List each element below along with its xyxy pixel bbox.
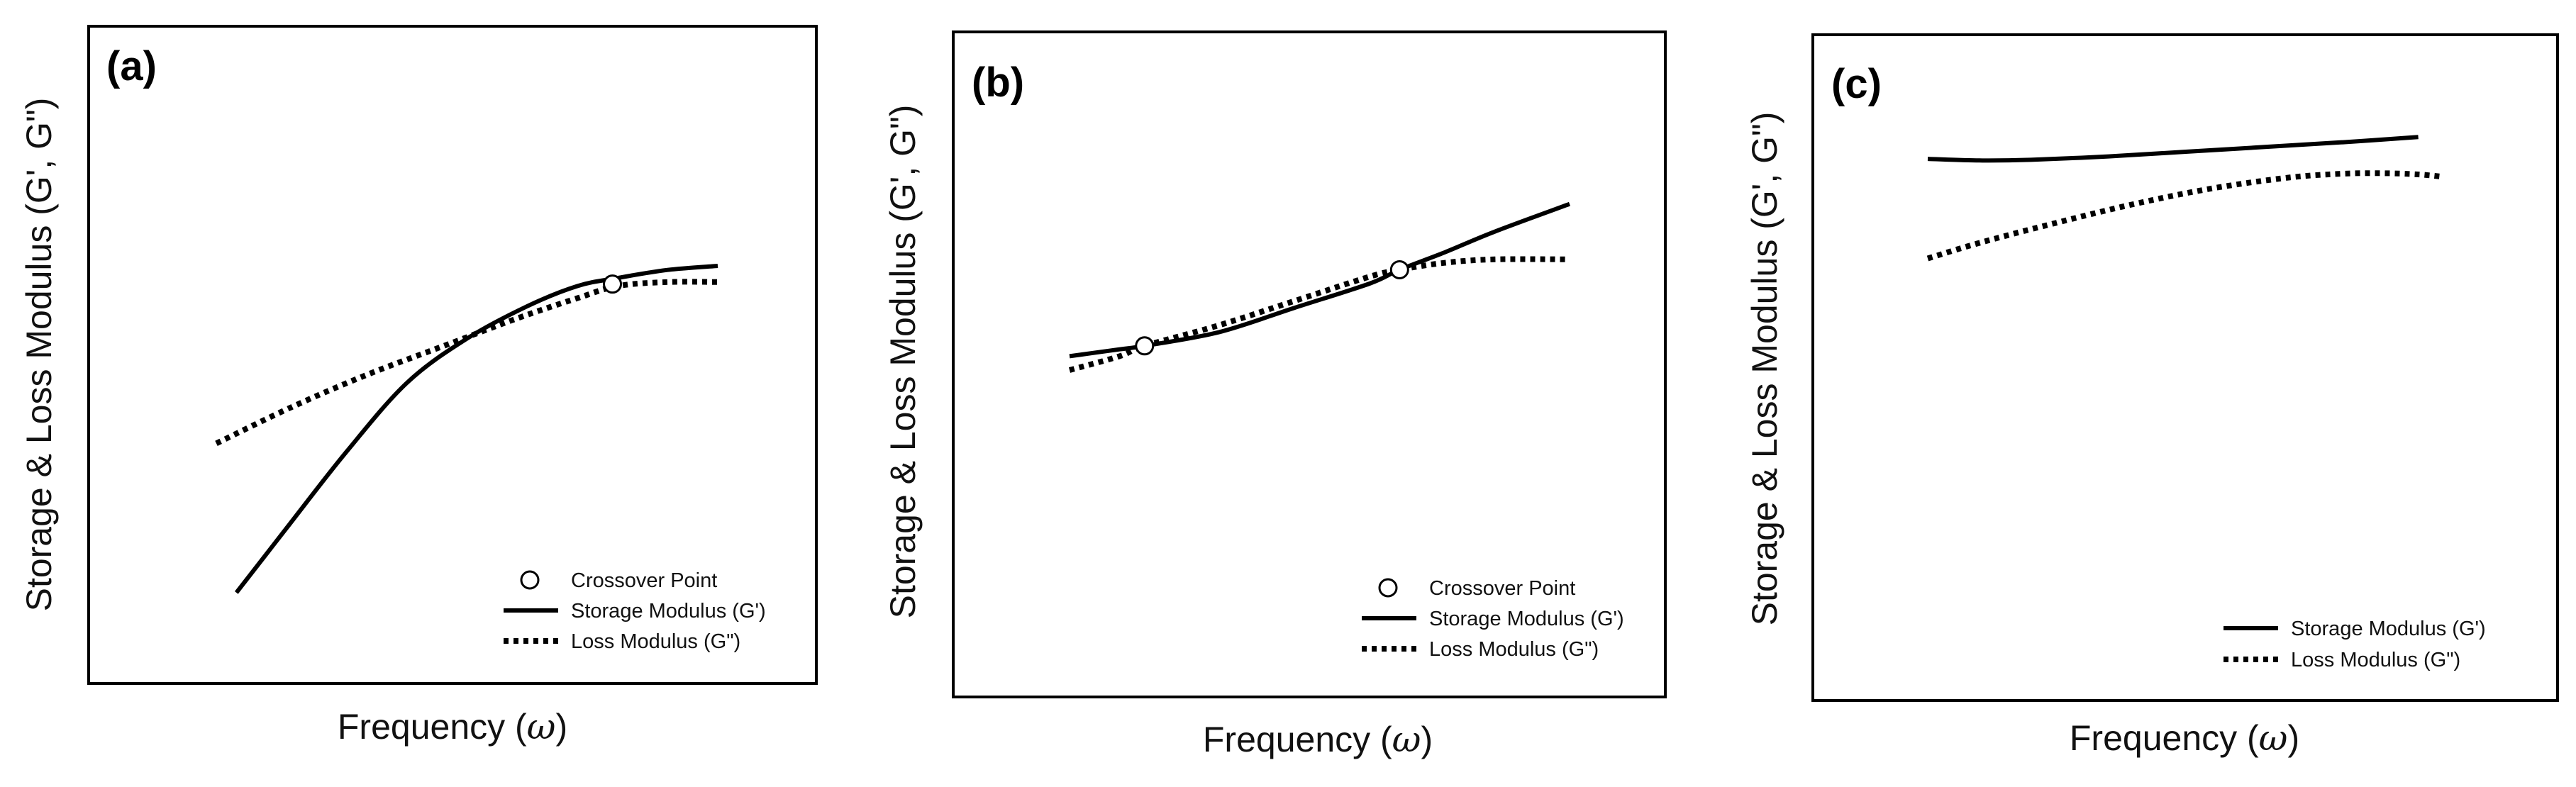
legend-label: Storage Modulus (G') bbox=[2291, 618, 2486, 640]
chart-panel-c: (c) Storage & Loss Modulus (G', G") Freque… bbox=[1745, 33, 2559, 759]
y-axis-title: Storage & Loss Modulus (G', G") bbox=[883, 105, 923, 619]
loss-modulus-line bbox=[1926, 170, 2445, 262]
crossover-point-marker bbox=[1135, 336, 1155, 356]
storage-modulus-line bbox=[1069, 201, 1571, 359]
legend-label: Crossover Point bbox=[1429, 577, 1575, 600]
x-axis-title-symbol: ω bbox=[1392, 719, 1421, 760]
panel-label: (a) bbox=[106, 43, 157, 89]
storage-modulus-line bbox=[234, 264, 718, 594]
loss-modulus-line bbox=[1068, 256, 1570, 373]
legend-label: Crossover Point bbox=[571, 569, 717, 592]
x-axis-title: Frequency (ω) bbox=[338, 706, 567, 747]
x-axis-title: Frequency (ω) bbox=[2070, 718, 2299, 759]
x-axis-title-symbol: ω bbox=[2259, 718, 2288, 759]
legend: Crossover Point Storage Modulus (G') Loss … bbox=[1362, 577, 1624, 661]
panel-label: (b) bbox=[972, 60, 1024, 106]
x-axis-title-prefix: Frequency ( bbox=[1203, 720, 1392, 759]
legend-label: Storage Modulus (G') bbox=[571, 600, 766, 623]
x-axis-title-suffix: ) bbox=[555, 707, 567, 747]
crossover-point-marker bbox=[603, 274, 623, 294]
loss-modulus-line bbox=[215, 279, 718, 447]
plot-frame bbox=[1811, 33, 2559, 702]
y-axis-title: Storage & Loss Modulus (G', G") bbox=[19, 98, 59, 612]
x-axis-title-suffix: ) bbox=[1421, 720, 1433, 759]
panel-label: (c) bbox=[1831, 61, 1882, 107]
x-axis-title-prefix: Frequency ( bbox=[338, 707, 527, 747]
legend-label: Loss Modulus (G") bbox=[2291, 649, 2460, 671]
x-axis-title-symbol: ω bbox=[527, 706, 556, 747]
chart-panel-b: (b) Storage & Loss Modulus (G', G") Freque… bbox=[883, 30, 1667, 760]
x-axis-title-suffix: ) bbox=[2287, 718, 2299, 758]
legend-label: Loss Modulus (G") bbox=[571, 630, 740, 653]
x-axis-title: Frequency (ω) bbox=[1203, 719, 1433, 760]
storage-modulus-line bbox=[1927, 135, 2419, 163]
y-axis-title: Storage & Loss Modulus (G', G") bbox=[1745, 112, 1784, 626]
legend: Storage Modulus (G') Loss Modulus (G") bbox=[2224, 618, 2486, 671]
plot-frame bbox=[87, 25, 818, 685]
crossover-point-marker bbox=[1389, 259, 1409, 279]
legend: Crossover Point Storage Modulus (G') Loss … bbox=[504, 569, 766, 653]
x-axis-title-prefix: Frequency ( bbox=[2070, 718, 2259, 758]
legend-crossover-icon bbox=[1378, 578, 1398, 598]
legend-crossover-icon bbox=[520, 570, 540, 590]
chart-panel-a: (a) Storage & Loss Modulus (G', G") Freque… bbox=[19, 25, 818, 747]
plot-frame bbox=[952, 30, 1667, 698]
legend-label: Loss Modulus (G") bbox=[1429, 638, 1599, 661]
legend-label: Storage Modulus (G') bbox=[1429, 608, 1624, 630]
